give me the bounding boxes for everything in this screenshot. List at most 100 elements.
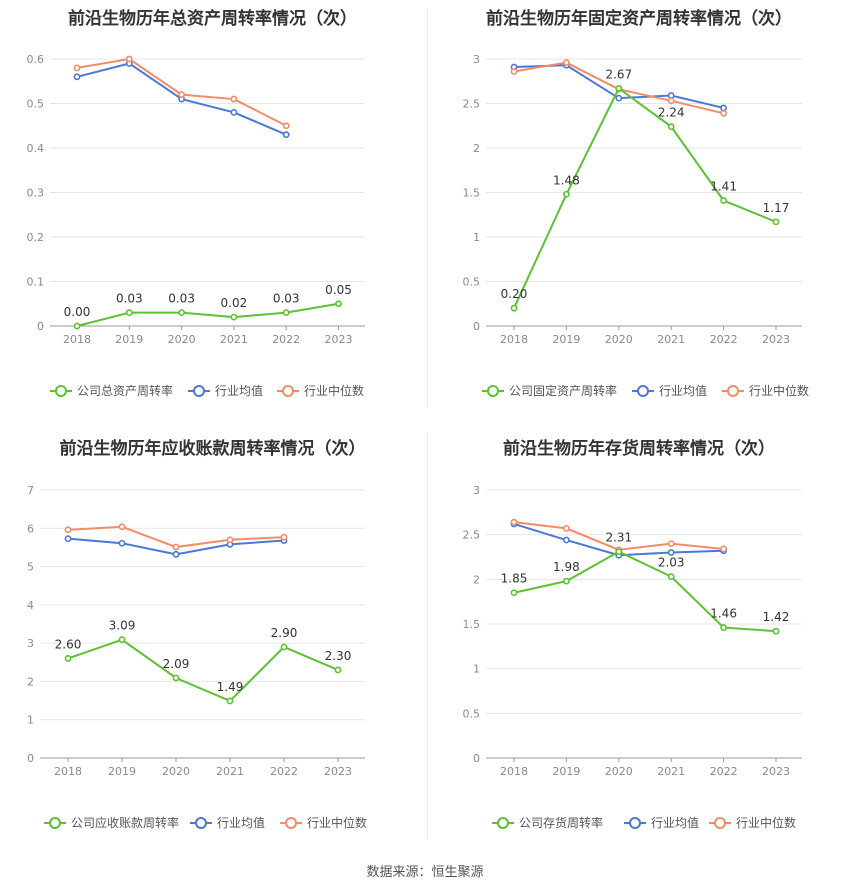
- x-tick-label: 2021: [216, 765, 244, 778]
- data-point-company: [510, 304, 518, 312]
- data-point-company: [615, 84, 623, 92]
- legend-label: 行业中位数: [304, 383, 364, 398]
- data-point-company: [562, 190, 570, 198]
- y-tick-label: 2.5: [463, 98, 481, 111]
- y-tick-label: 2: [473, 573, 480, 586]
- legend-swatch-marker: [637, 385, 649, 397]
- data-point-avg: [615, 94, 623, 102]
- data-point-company: [667, 123, 675, 131]
- data-point-median: [510, 518, 518, 526]
- data-label: 1.42: [763, 610, 790, 624]
- x-tick-label: 2018: [500, 333, 528, 346]
- legend-label: 行业中位数: [749, 383, 809, 398]
- y-tick-label: 0: [27, 752, 34, 765]
- legend-swatch-marker: [714, 817, 726, 829]
- data-point-avg: [667, 549, 675, 556]
- y-tick-label: 1: [27, 714, 34, 727]
- data-point-median: [226, 536, 234, 544]
- y-tick-label: 2: [473, 142, 480, 155]
- data-label: 1.49: [217, 680, 244, 694]
- data-point-company: [615, 548, 623, 556]
- data-point-avg: [73, 73, 81, 81]
- data-point-median: [720, 545, 727, 553]
- data-label: 0.00: [64, 305, 91, 319]
- series-line-company: [76, 302, 339, 327]
- y-tick-label: 3: [473, 53, 480, 66]
- x-tick-label: 2019: [552, 333, 580, 346]
- y-tick-label: 1.5: [463, 618, 481, 631]
- chart-panel-total-asset-turnover: 前沿生物历年总资产周转率情况（次） 0 0.1 0.2 0.3 0.4 0.5 0.6 201…: [0, 0, 425, 410]
- data-point-company: [562, 577, 570, 585]
- legend-swatch-marker: [497, 817, 509, 829]
- chart-title: 前沿生物历年固定资产周转率情况（次）: [486, 9, 792, 29]
- data-point-median: [562, 525, 570, 532]
- data-label: 2.03: [658, 556, 685, 570]
- series-line-company: [513, 550, 777, 633]
- data-point-avg: [667, 92, 675, 99]
- data-point-company: [772, 218, 780, 226]
- y-tick-label: 0.5: [463, 276, 481, 289]
- legend-label: 公司固定资产周转率: [509, 383, 617, 398]
- data-label: 3.09: [109, 619, 136, 633]
- y-tick-label: 2: [27, 675, 34, 688]
- y-tick-label: 4: [27, 599, 34, 612]
- data-point-company: [118, 636, 126, 644]
- data-label: 1.46: [710, 607, 737, 621]
- y-tick-label: 0.4: [27, 142, 45, 155]
- data-point-median: [562, 59, 570, 66]
- legend-swatch-marker: [195, 817, 207, 829]
- legend-label: 行业均值: [215, 383, 263, 398]
- data-point-median: [720, 109, 727, 117]
- data-point-median: [125, 55, 133, 63]
- x-tick-label: 2022: [270, 765, 298, 778]
- chart-title: 前沿生物历年存货周转率情况（次）: [503, 439, 775, 459]
- legend-label: 行业中位数: [736, 815, 796, 830]
- x-tick-label: 2018: [500, 765, 528, 778]
- chart-svg: 0 0.5 1 1.5 2 2.5 3 2018 2019 2020 2021 2022 2023 1.8…: [463, 484, 802, 830]
- x-tick-label: 2023: [762, 333, 790, 346]
- data-label: 2.90: [271, 626, 298, 640]
- data-label: 2.09: [163, 657, 190, 671]
- data-point-company: [720, 197, 727, 204]
- legend-swatch-marker: [282, 385, 294, 397]
- data-point-company: [667, 573, 675, 581]
- y-tick-label: 0: [37, 320, 44, 333]
- legend-label: 公司存货周转率: [519, 815, 603, 830]
- data-label: 0.05: [325, 283, 352, 297]
- data-point-company: [172, 674, 180, 682]
- y-tick-label: 0.1: [27, 276, 45, 289]
- chart-title: 前沿生物历年应收账款周转率情况（次）: [59, 439, 366, 459]
- legend-swatch-marker: [49, 817, 61, 829]
- legend-label: 行业中位数: [307, 815, 367, 830]
- legend-swatch-marker: [55, 385, 67, 397]
- data-point-avg: [118, 539, 126, 547]
- x-tick-label: 2023: [762, 765, 790, 778]
- x-tick-label: 2022: [272, 333, 300, 346]
- x-tick-label: 2021: [657, 333, 685, 346]
- data-point-median: [510, 68, 518, 75]
- x-tick-label: 2020: [168, 333, 196, 346]
- y-tick-label: 5: [27, 561, 34, 574]
- data-point-company: [125, 309, 133, 317]
- data-label: 2.24: [658, 106, 685, 120]
- data-point-company: [230, 313, 238, 321]
- x-tick-label: 2018: [54, 765, 82, 778]
- legend-label: 公司总资产周转率: [77, 383, 173, 398]
- data-label: 1.41: [710, 180, 737, 194]
- data-point-avg: [172, 550, 180, 558]
- x-tick-label: 2023: [324, 765, 352, 778]
- data-label: 0.03: [116, 292, 143, 306]
- data-point-median: [667, 540, 675, 547]
- data-point-company: [720, 624, 727, 631]
- series-line-company: [513, 86, 777, 309]
- y-tick-label: 3: [27, 637, 34, 650]
- data-point-company: [510, 589, 518, 597]
- data-point-avg: [230, 109, 238, 116]
- data-point-median: [282, 122, 290, 130]
- y-tick-label: 0.6: [27, 53, 45, 66]
- y-tick-label: 0.5: [27, 98, 45, 111]
- data-point-median: [64, 526, 72, 534]
- data-label: 1.17: [763, 201, 790, 215]
- legend-swatch-marker: [727, 385, 739, 397]
- x-tick-label: 2019: [552, 765, 580, 778]
